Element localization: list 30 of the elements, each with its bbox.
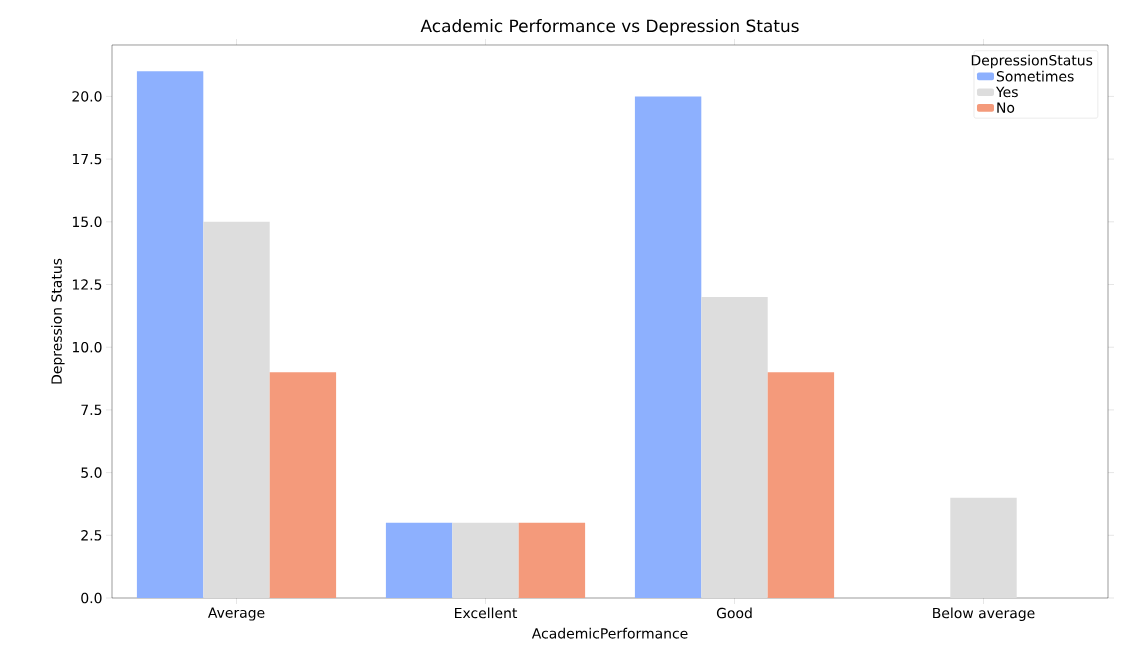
bar <box>950 497 1017 598</box>
x-tick-label: Excellent <box>455 607 518 619</box>
legend-label: Sometimes <box>996 70 1074 82</box>
y-tick-label: 17.5 <box>72 153 102 165</box>
y-tick-label: 15.0 <box>72 216 102 228</box>
y-tick-label: 10.0 <box>72 341 102 353</box>
bar <box>136 71 204 598</box>
y-tick-label: 20.0 <box>72 91 102 102</box>
y-tick-label: 5.0 <box>81 467 102 478</box>
bar <box>269 372 337 598</box>
x-tick-label: Good <box>716 607 752 619</box>
y-axis-title: Depression Status <box>51 258 65 384</box>
bar <box>203 221 270 598</box>
y-tick-label: 12.5 <box>72 279 102 290</box>
x-axis-title: AcademicPerformance <box>531 627 688 639</box>
legend-label: No <box>997 102 1015 113</box>
y-tick-label: 7.5 <box>81 404 102 416</box>
bar <box>452 522 519 598</box>
legend-title: DepressionStatus <box>971 54 1093 69</box>
bar <box>701 297 768 598</box>
bar <box>767 372 835 598</box>
bar <box>385 522 453 598</box>
bar <box>518 522 586 598</box>
x-tick-label: Below average <box>933 607 1035 622</box>
chart-title: Academic Performance vs Depression Status <box>420 19 799 36</box>
x-tick-label: Average <box>207 607 265 621</box>
y-tick-label: 2.5 <box>81 530 102 541</box>
y-tick-label: 0.0 <box>81 592 102 604</box>
bar <box>634 96 702 598</box>
legend-label: Yes <box>995 86 1018 98</box>
